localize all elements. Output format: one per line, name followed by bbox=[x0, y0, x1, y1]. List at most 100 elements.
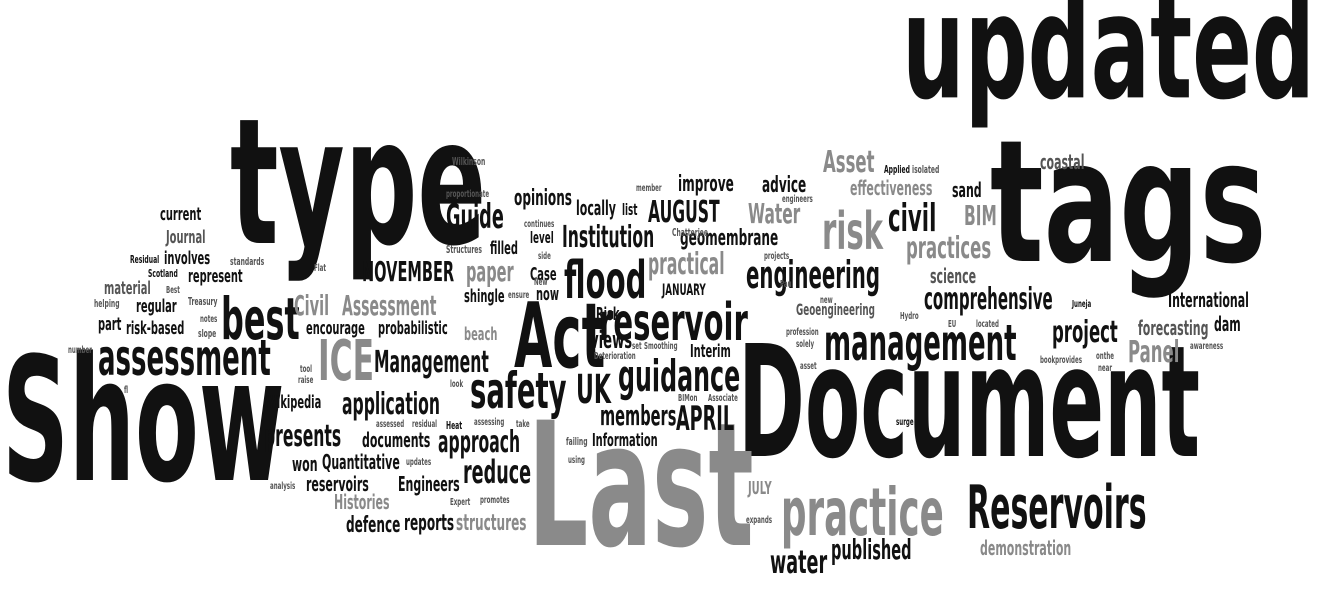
word-wikipedia: Wikipedia bbox=[266, 392, 322, 413]
word-quantitative: Quantitative bbox=[322, 450, 400, 474]
word-management-cap: Management bbox=[374, 345, 489, 380]
word-science: science bbox=[930, 264, 977, 288]
word-treasury: Treasury bbox=[188, 295, 218, 308]
word-international: International bbox=[1168, 288, 1249, 312]
word-dam: dam bbox=[1214, 312, 1241, 336]
word-solely: solely bbox=[796, 339, 815, 350]
word-panel: Panel bbox=[1128, 335, 1180, 370]
word-projects: projects bbox=[764, 251, 790, 262]
word-now: now bbox=[536, 284, 559, 305]
word-information: Information bbox=[592, 430, 658, 451]
word-slope: slope bbox=[198, 327, 217, 340]
word-bimon: BIMon bbox=[678, 393, 698, 404]
word-reservoirs-lc: reservoirs bbox=[306, 472, 369, 496]
word-guidance: guidance bbox=[618, 351, 741, 402]
word-wilkinson: Wilkinson bbox=[452, 155, 486, 168]
word-raise: raise bbox=[298, 375, 314, 386]
word-document: Document bbox=[738, 312, 1200, 493]
word-safety: safety bbox=[470, 362, 567, 420]
word-hydro: Hydro bbox=[900, 311, 919, 322]
word-practice: practice bbox=[781, 474, 944, 551]
word-reports: reports bbox=[404, 511, 455, 536]
word-located: located bbox=[976, 319, 999, 330]
word-profession: profession bbox=[786, 327, 819, 338]
word-using: using bbox=[568, 455, 585, 466]
word-continues: continues bbox=[524, 219, 555, 230]
word-shingle: shingle bbox=[464, 286, 505, 307]
word-side: side bbox=[538, 251, 551, 262]
word-encourage: encourage bbox=[306, 318, 365, 339]
word-proportionate: proportionate bbox=[446, 189, 490, 200]
word-beach: beach bbox=[464, 324, 498, 345]
word-practical: practical bbox=[648, 247, 725, 282]
word-demonstration: demonstration bbox=[980, 536, 1072, 560]
word-effectiveness: effectiveness bbox=[850, 176, 933, 200]
word-july: JULY bbox=[748, 478, 772, 499]
word-ensure: ensure bbox=[508, 290, 530, 301]
word-last: Last bbox=[528, 385, 754, 586]
word-presents: presents bbox=[264, 419, 342, 454]
word-level: level bbox=[530, 228, 554, 247]
word-assessment-cap: Assessment bbox=[342, 289, 437, 322]
word-filled: filled bbox=[490, 238, 518, 259]
word-surge: surge bbox=[896, 417, 914, 428]
word-associate: Associate bbox=[708, 393, 738, 404]
word-sand: sand bbox=[952, 178, 982, 202]
word-reservoirs: Reservoirs bbox=[967, 473, 1147, 543]
word-best-cap: Best bbox=[166, 285, 180, 296]
word-act: Act bbox=[514, 284, 606, 389]
word-represent: represent bbox=[188, 266, 243, 287]
word-failing: failing bbox=[566, 435, 588, 448]
word-april: APRIL bbox=[676, 399, 735, 439]
word-residual: residual bbox=[412, 419, 438, 430]
word-members: members bbox=[600, 399, 677, 432]
word-awareness: awareness bbox=[1190, 341, 1224, 352]
word-won: won bbox=[292, 452, 318, 476]
word-risk-cap: Risk bbox=[596, 304, 620, 325]
word-material: material bbox=[104, 278, 151, 299]
word-civil-cap: Civil bbox=[294, 289, 330, 322]
word-defence: defence bbox=[346, 513, 401, 538]
word-documents: documents bbox=[362, 428, 431, 452]
word-structures-cap: Structures bbox=[446, 243, 483, 256]
word-paul: Paul bbox=[780, 279, 794, 290]
word-paper: paper bbox=[466, 255, 514, 288]
word-january: JANUARY bbox=[662, 280, 706, 299]
word-locally: locally bbox=[576, 196, 616, 220]
word-deterioration: Deterioration bbox=[594, 351, 636, 362]
word-expert: Expert bbox=[450, 497, 471, 508]
word-standards: standards bbox=[230, 255, 265, 268]
word-coastal: coastal bbox=[1040, 150, 1085, 174]
word-project: project bbox=[1052, 315, 1118, 350]
word-smoothing: Smoothing bbox=[644, 341, 678, 352]
word-part: part bbox=[98, 314, 122, 335]
word-histories: Histories bbox=[334, 490, 390, 514]
word-institution: Institution bbox=[562, 220, 655, 255]
word-tool: tool bbox=[300, 364, 313, 375]
word-heat: Heat bbox=[446, 419, 463, 432]
word-practices: practices bbox=[906, 231, 992, 266]
word-analysis: analysis bbox=[270, 481, 296, 492]
word-geoengineering: Geoengineering bbox=[796, 300, 875, 319]
word-uk: UK bbox=[576, 367, 611, 413]
word-flat: Flat bbox=[314, 263, 326, 274]
word-near: near bbox=[1098, 363, 1113, 374]
word-journal: Journal bbox=[166, 227, 206, 248]
word-august: AUGUST bbox=[648, 195, 720, 230]
word-new: New bbox=[534, 277, 548, 288]
word-ice: ICE bbox=[318, 329, 375, 394]
word-regular: regular bbox=[136, 296, 177, 317]
word-onthe: onthe bbox=[1096, 351, 1114, 362]
word-guide: Guide bbox=[446, 197, 504, 237]
word-geomembrane: geomembrane bbox=[680, 226, 779, 251]
word-opinions: opinions bbox=[514, 186, 573, 211]
word-advice: advice bbox=[762, 173, 807, 198]
word-helping: helping bbox=[94, 297, 120, 310]
word-asset: Asset bbox=[823, 145, 875, 180]
word-take: take bbox=[516, 419, 530, 430]
word-current: current bbox=[160, 204, 202, 225]
word-application: application bbox=[342, 387, 440, 422]
word-type: type bbox=[230, 82, 487, 285]
word-scotland: Scotland bbox=[148, 267, 178, 280]
